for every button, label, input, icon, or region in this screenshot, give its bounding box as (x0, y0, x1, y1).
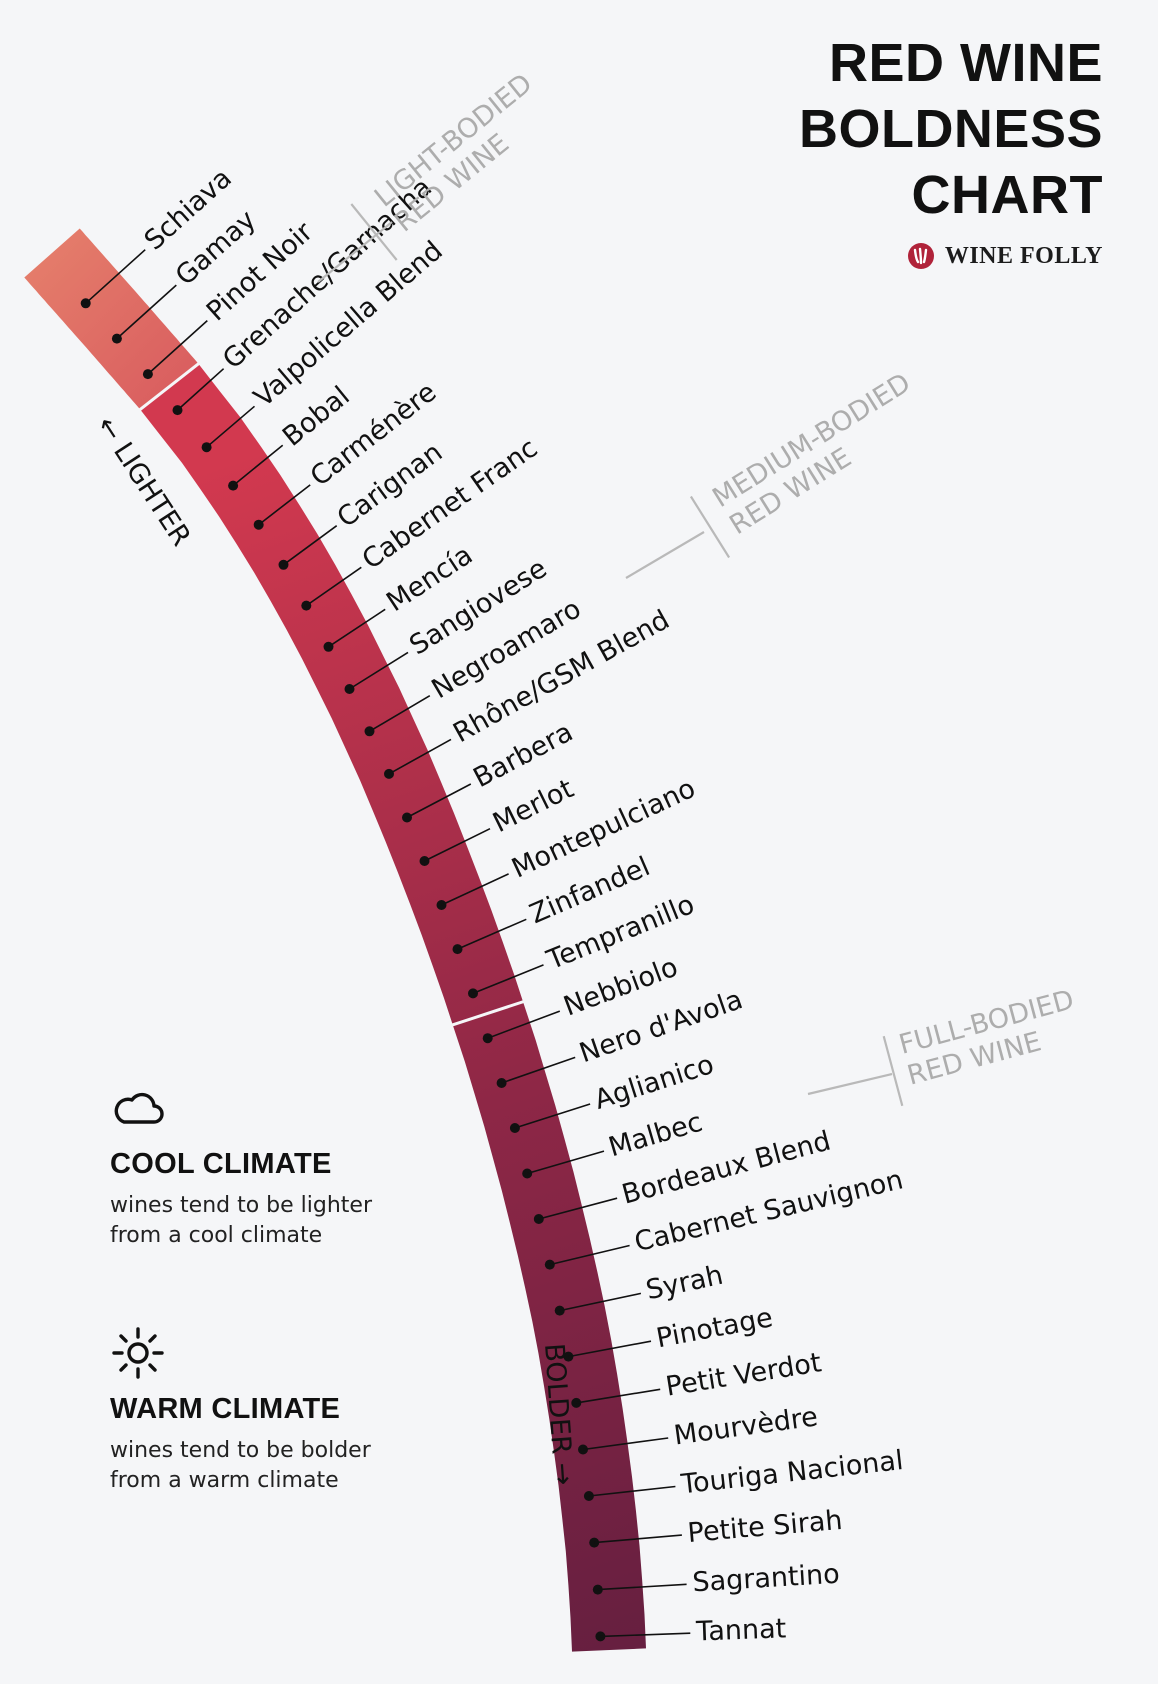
wine-leader-line (206, 405, 256, 448)
group-connector-line (317, 221, 393, 283)
title-line-1: RED WINE (829, 33, 1103, 93)
cool-climate-text: wines tend to be lighter from a cool cli… (110, 1193, 373, 1248)
wine-leader-line (501, 1056, 576, 1084)
wine-leader-line (369, 695, 431, 732)
wine-label: Mourvèdre (672, 1401, 820, 1451)
wine-label: Malbec (605, 1107, 706, 1164)
wine-leader-line (588, 1485, 676, 1497)
cloud-icon (114, 1092, 164, 1124)
wine-leader-line (472, 964, 544, 995)
band-medium-full-bodied (140, 363, 646, 1652)
wine-leader-line (526, 1150, 605, 1175)
wine-leader-line (582, 1437, 669, 1451)
band-divider-2 (450, 999, 526, 1027)
wine-label: Tannat (695, 1613, 787, 1647)
wine-leader-line (568, 1340, 652, 1358)
band-divider-1 (137, 361, 201, 412)
warm-climate-heading: WARM CLIMATE (110, 1393, 341, 1425)
wine-label: Touriga Nacional (679, 1445, 905, 1500)
wine-label: Pinotage (654, 1302, 775, 1354)
wine-leader-line (147, 320, 208, 375)
wine-leader-line (85, 249, 146, 304)
wine-leader-line (441, 873, 509, 906)
wine-leader-line (349, 651, 409, 690)
group-bracket (882, 1035, 904, 1107)
brand: WINE FOLLY (907, 242, 1103, 270)
group-connector-line (625, 531, 705, 579)
wine-leader-line (576, 1388, 661, 1404)
chart-title: RED WINE BOLDNESS CHART (799, 30, 1103, 228)
wine-leader-line (538, 1197, 618, 1220)
title-line-2: BOLDNESS (798, 99, 1103, 159)
wine-leader-line (388, 738, 452, 775)
group-bracket (350, 203, 398, 261)
warm-climate-text: wines tend to be bolder from a warm clim… (110, 1438, 371, 1493)
wine-leader-line (424, 827, 491, 862)
wine-leader-line (600, 1632, 691, 1638)
brand-name: WINE FOLLY (944, 242, 1103, 269)
group-bracket (689, 495, 731, 559)
wine-label: Petit Verdot (664, 1347, 824, 1402)
title-line-3: CHART (911, 165, 1103, 225)
wine-leader-line (594, 1534, 682, 1544)
wine-leader-line (176, 368, 225, 411)
wine-leader-line (258, 484, 311, 526)
wine-folly-logo-icon (907, 243, 934, 269)
wine-leader-line (514, 1103, 591, 1129)
group-connector-line (807, 1072, 893, 1096)
wine-leader-line (406, 783, 472, 819)
wine-label: Petite Sirah (686, 1505, 843, 1549)
wine-leader-line (487, 1010, 561, 1039)
band-light-bodied (24, 228, 199, 410)
sun-icon (112, 1327, 164, 1379)
cool-climate-note: COOL CLIMATE wines tend to be lighter fr… (110, 1080, 410, 1251)
wine-leader-line (116, 284, 177, 340)
wine-leader-line (559, 1292, 642, 1312)
warm-climate-note: WARM CLIMATE wines tend to be bolder fro… (110, 1325, 410, 1496)
wine-label: Syrah (643, 1260, 726, 1307)
wine-leader-line (597, 1583, 687, 1591)
wine-leader-line (328, 608, 386, 648)
cool-climate-heading: COOL CLIMATE (110, 1148, 332, 1180)
wine-leader-line (232, 444, 284, 487)
wine-label: Sagrantino (692, 1559, 841, 1599)
wine-leader-line (457, 918, 527, 950)
wine-leader-line (305, 566, 362, 607)
wine-leader-line (283, 525, 338, 566)
wine-leader-line (549, 1244, 630, 1266)
